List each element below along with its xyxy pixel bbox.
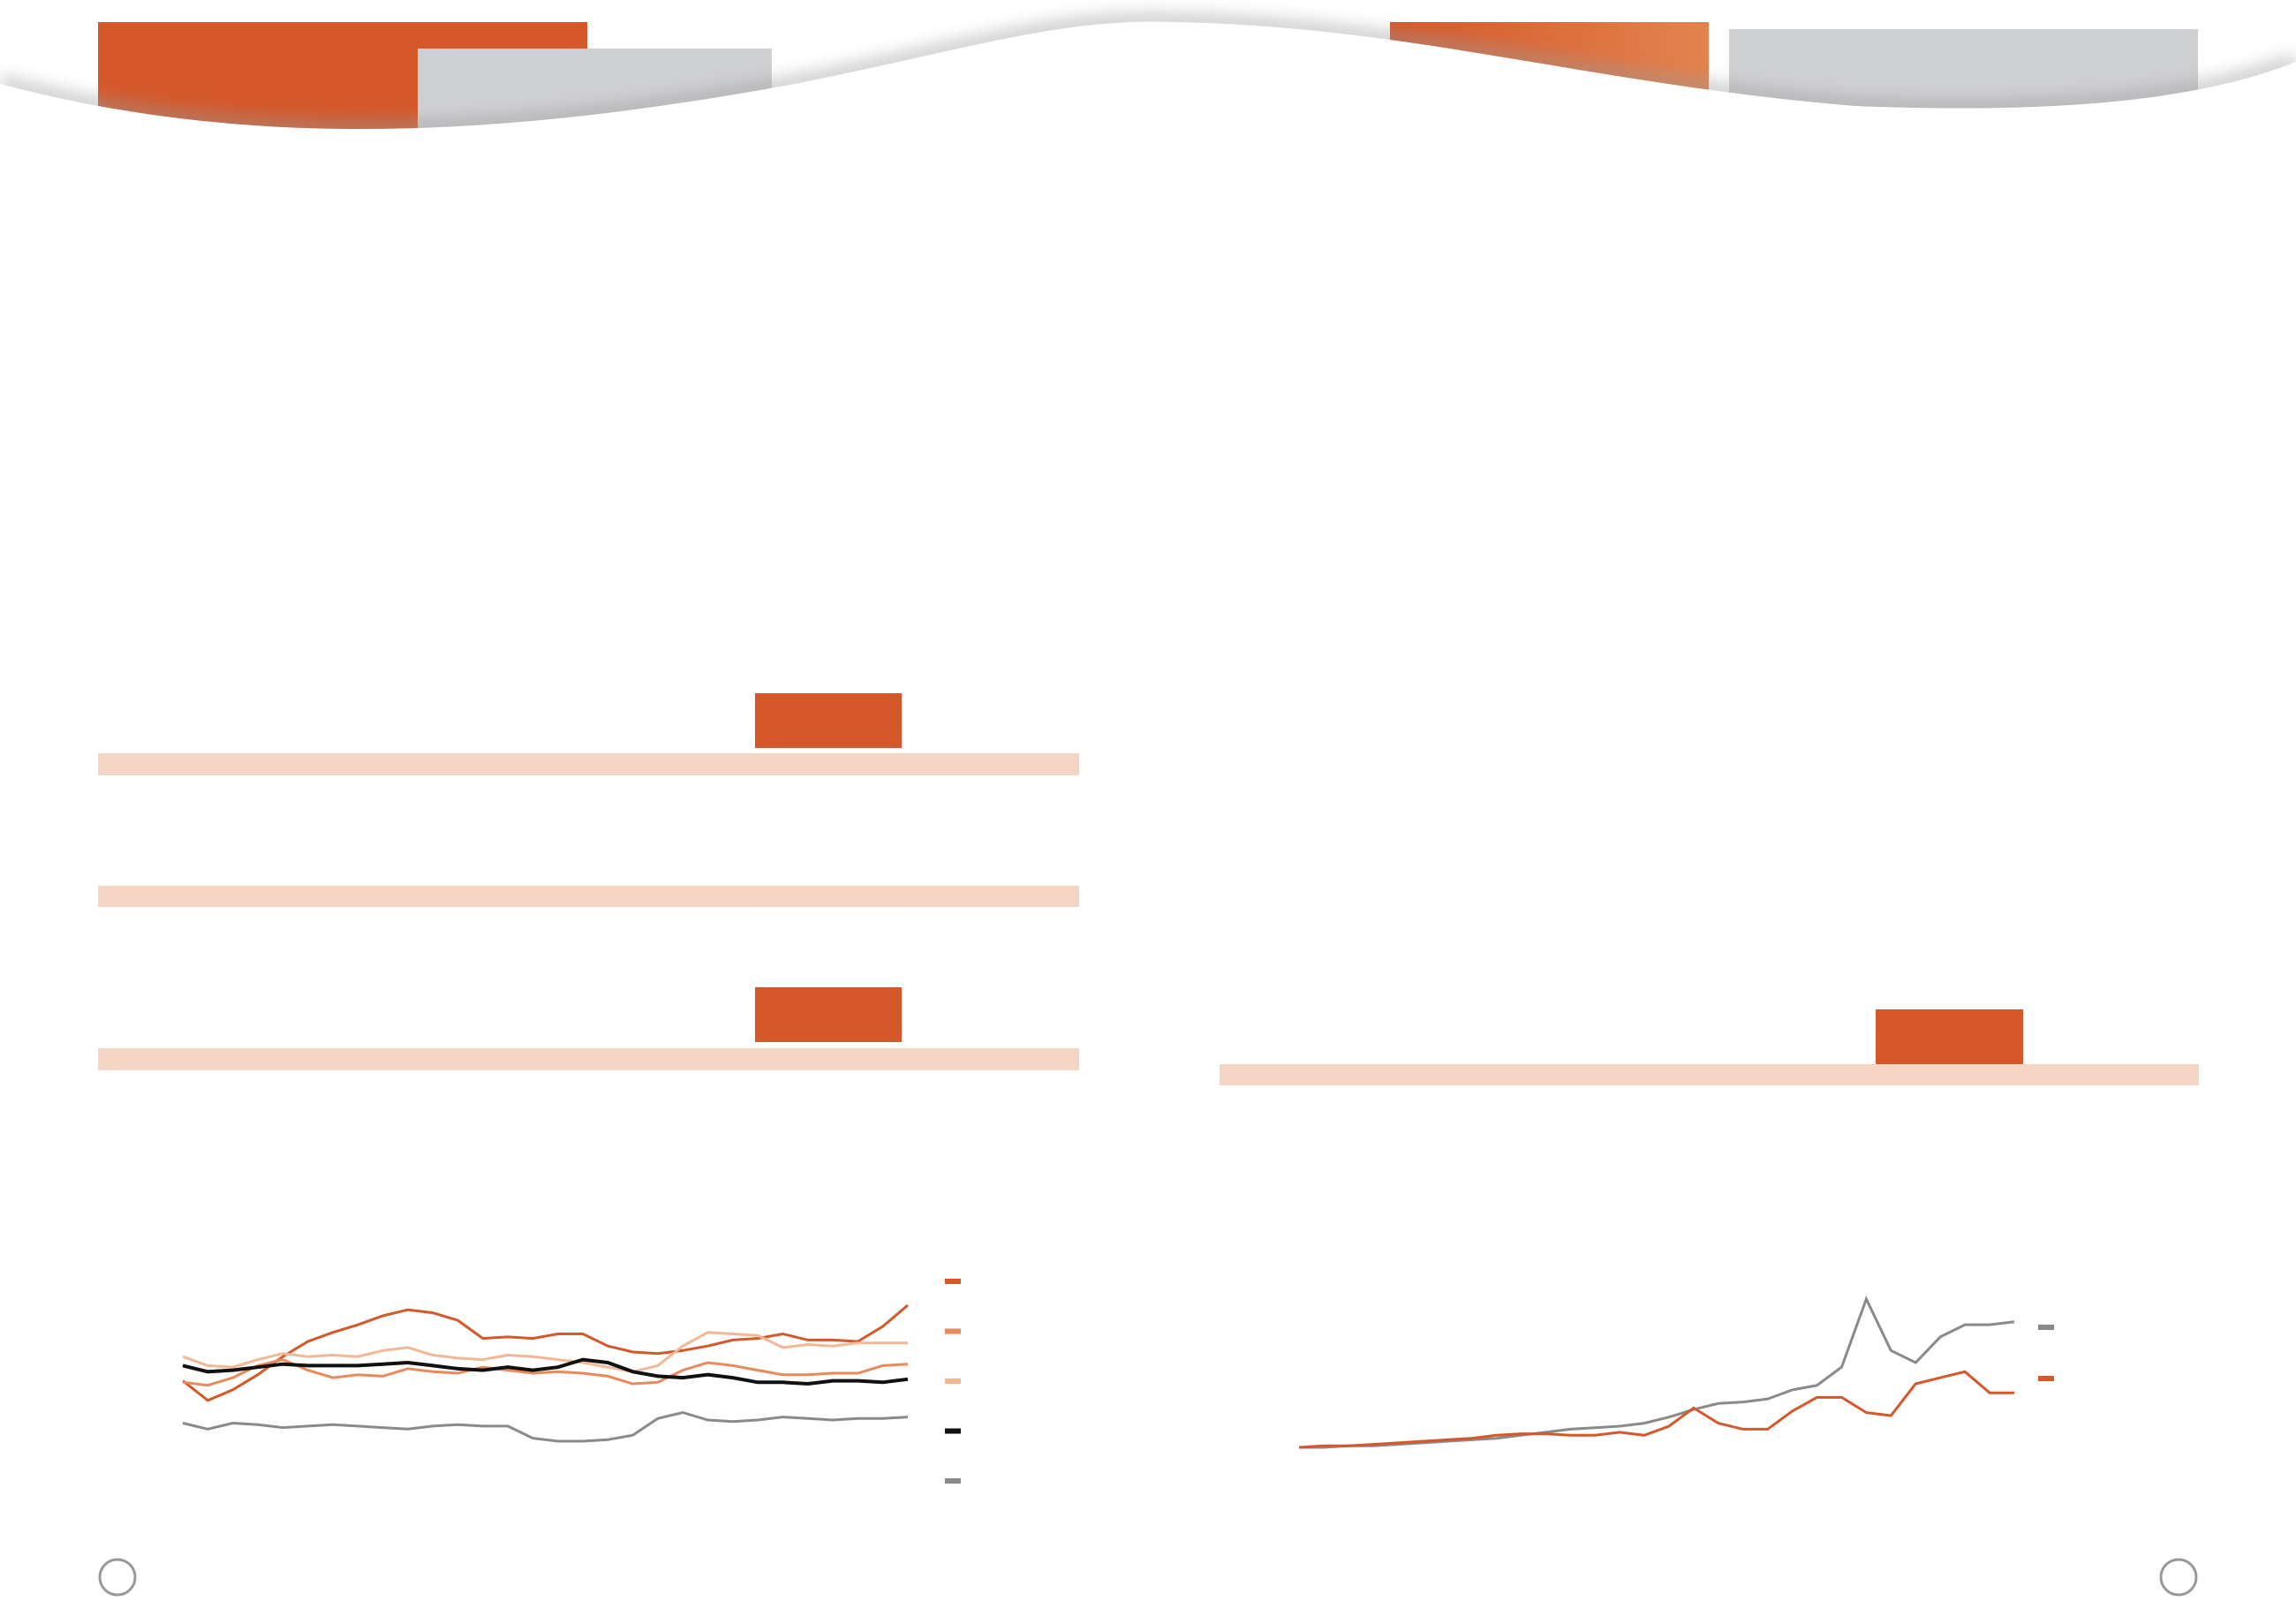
table-column (606, 998, 753, 1175)
page-marker (98, 1558, 137, 1597)
table-header-cell (1876, 1009, 2023, 1064)
legend-swatch (945, 1279, 961, 1284)
table (98, 693, 1079, 907)
wave (0, 21, 2296, 265)
line-series (182, 1331, 908, 1373)
table-column (905, 702, 1079, 901)
table-column (606, 702, 753, 901)
table (98, 987, 1079, 1175)
line-series (1298, 1370, 2014, 1449)
table (1220, 1009, 2199, 1175)
line-series (182, 1357, 909, 1386)
table-header-cell (755, 987, 902, 1042)
table-row-band (98, 1048, 1079, 1070)
table-column (1729, 1020, 1876, 1175)
line-series (182, 1358, 909, 1387)
table-column (2025, 1020, 2199, 1175)
line-series (1299, 1295, 2015, 1449)
legend-swatch (945, 1428, 961, 1434)
table-row-band (98, 886, 1079, 907)
line-series (182, 1410, 909, 1443)
legend-swatch (2038, 1376, 2054, 1381)
table-column (905, 998, 1079, 1175)
table-row-band (1220, 1064, 2199, 1085)
legend-swatch (945, 1379, 961, 1384)
page-marker (2159, 1558, 2198, 1597)
legend-swatch (945, 1328, 961, 1334)
table-row-band (98, 753, 1079, 775)
legend-swatch (2038, 1325, 2054, 1330)
line-series (182, 1303, 909, 1402)
table-header-cell (755, 693, 902, 748)
legend-swatch (945, 1478, 961, 1484)
